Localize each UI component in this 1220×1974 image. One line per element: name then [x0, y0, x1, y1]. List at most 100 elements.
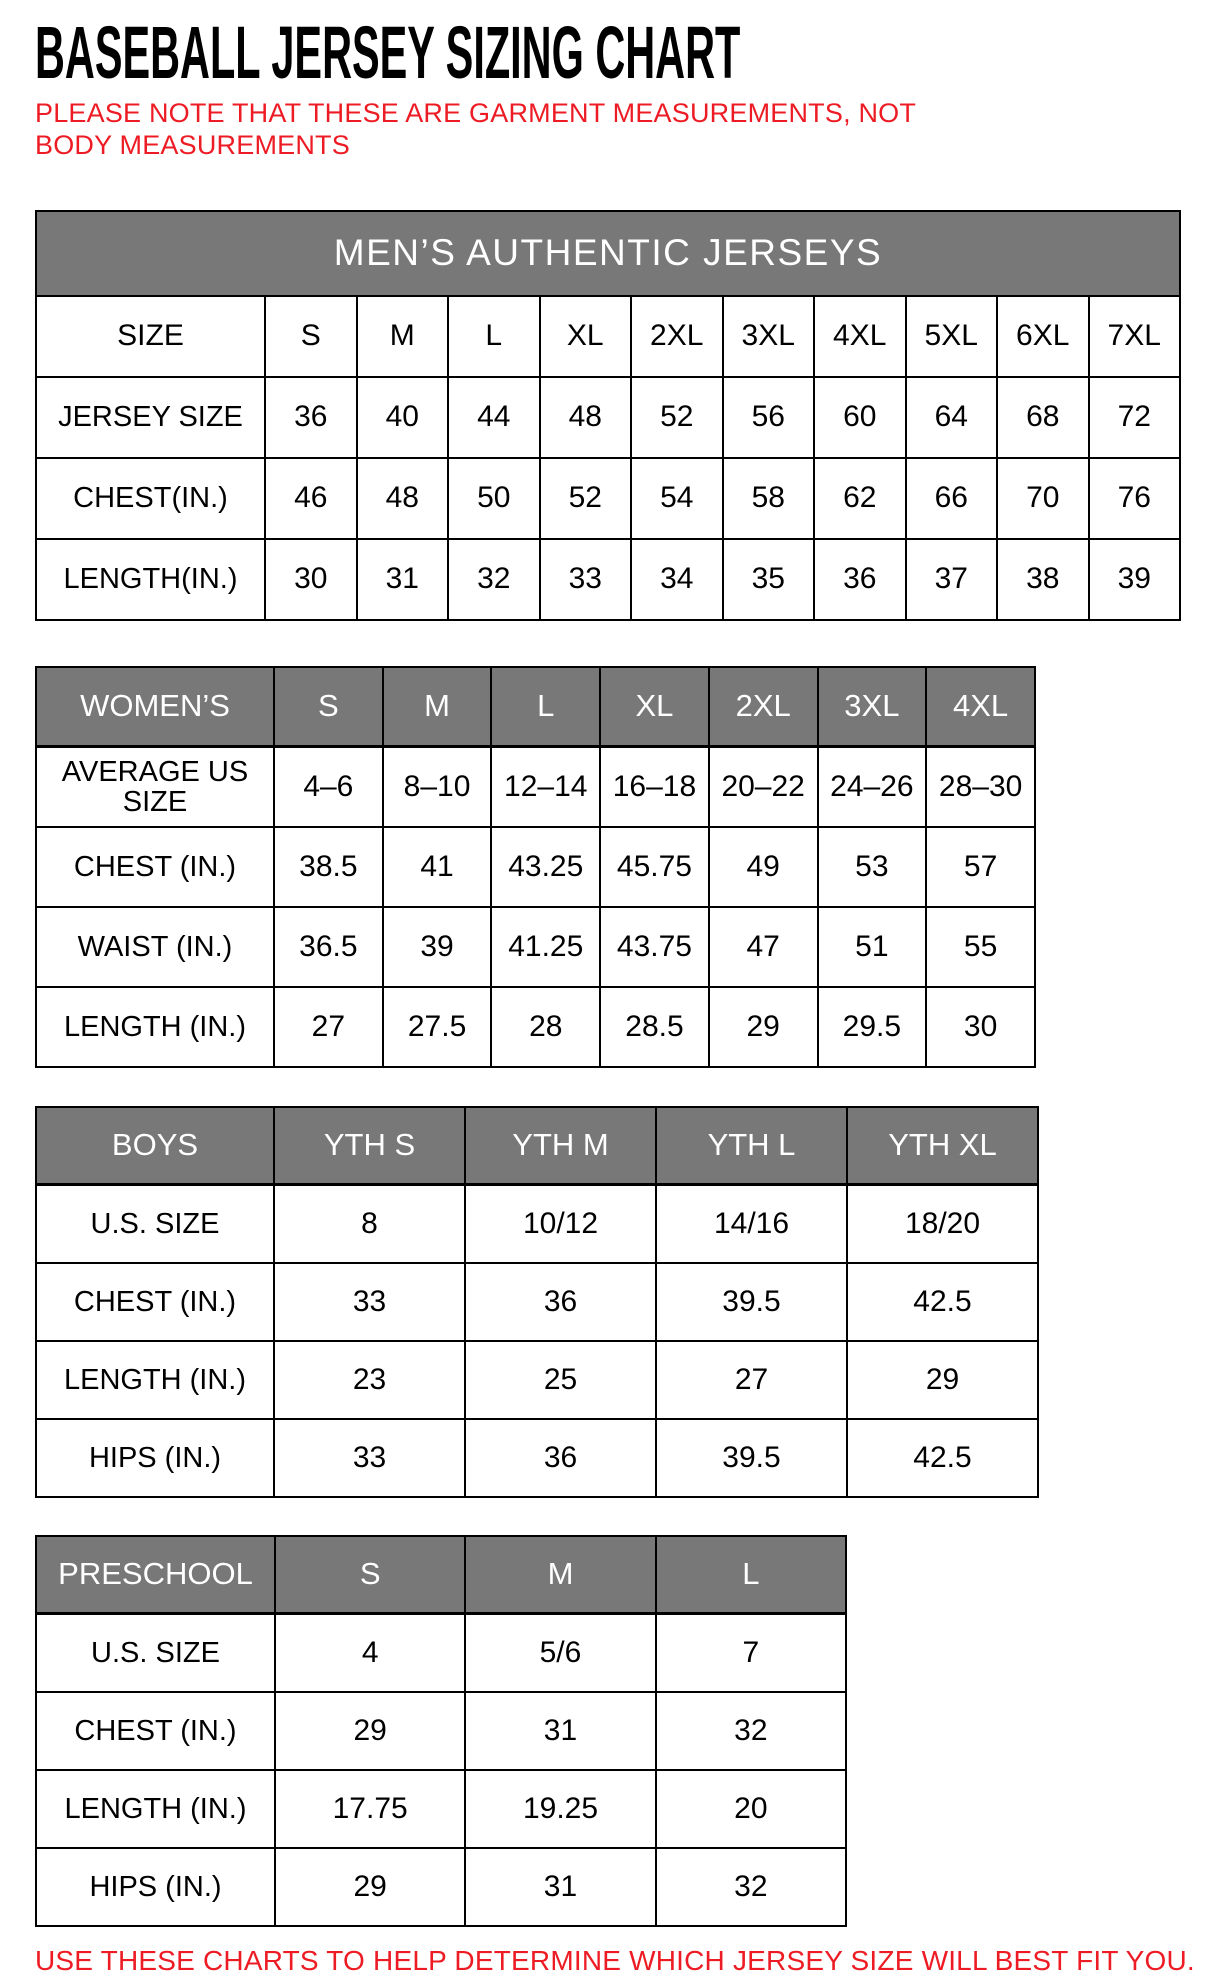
row-label: LENGTH(IN.) [35, 537, 266, 621]
table-row: JERSEY SIZE 36 40 44 48 52 56 60 64 68 72 [35, 375, 1181, 459]
womens-sizing-table: WOMEN’S S M L XL 2XL 3XL 4XL AVERAGE US SIZE 4–6 8… [35, 665, 1036, 1068]
table-cell: 29 [707, 985, 819, 1068]
table-cell: 27 [273, 985, 384, 1068]
column-header: M [464, 1534, 657, 1616]
column-header: 2XL [707, 665, 819, 749]
table-cell: 58 [721, 456, 815, 540]
table-cell: 34 [630, 537, 724, 621]
page-title-text: BASEBALL JERSEY SIZING CHART [35, 11, 741, 94]
column-header: 3XL [816, 665, 928, 749]
row-label: U.S. SIZE [35, 1183, 275, 1264]
table-cell: 57 [925, 825, 1036, 908]
table-cell: 72 [1087, 375, 1181, 459]
table-cell: 48 [538, 375, 632, 459]
table-cell: 66 [904, 456, 998, 540]
table-cell: 17.75 [273, 1768, 467, 1849]
table-cell: 33 [273, 1261, 466, 1342]
table-cell: 29.5 [816, 985, 928, 1068]
table-cell: 52 [630, 375, 724, 459]
column-header: 2XL [630, 294, 724, 378]
table-row: HIPS (IN.) 33 36 39.5 42.5 [35, 1417, 1039, 1498]
table-row: LENGTH (IN.) 17.75 19.25 20 [35, 1768, 848, 1849]
table-cell: 43.25 [490, 825, 602, 908]
table-cell: 30 [264, 537, 358, 621]
table-cell: 8–10 [381, 745, 493, 828]
mens-sizing-table: MEN’S AUTHENTIC JERSEYS SIZE S M L XL 2XL 3XL 4X… [35, 209, 1181, 621]
table-cell: 5/6 [464, 1612, 657, 1693]
table-cell: 39 [381, 905, 493, 988]
row-label: WAIST (IN.) [35, 905, 275, 988]
row-label: CHEST (IN.) [35, 825, 275, 908]
table-cell: 23 [273, 1339, 466, 1420]
table-cell: 36.5 [273, 905, 384, 988]
table-cell: 49 [707, 825, 819, 908]
row-label: AVERAGE US SIZE [35, 745, 275, 828]
row-label: U.S. SIZE [35, 1612, 276, 1693]
table-cell: 31 [355, 537, 449, 621]
table-header-row: BOYS YTH S YTH M YTH L YTH XL [35, 1105, 1039, 1187]
table-cell: 20 [654, 1768, 848, 1849]
table-cell: 36 [464, 1417, 657, 1498]
row-label: CHEST (IN.) [35, 1261, 275, 1342]
column-header: 5XL [904, 294, 998, 378]
table-cell: 19.25 [464, 1768, 657, 1849]
column-header: 4XL [813, 294, 907, 378]
table-cell: 76 [1087, 456, 1181, 540]
table-cell: 36 [813, 537, 907, 621]
column-header: L [490, 665, 602, 749]
row-label: HIPS (IN.) [35, 1846, 276, 1927]
table-cell: 70 [996, 456, 1090, 540]
table-cell: 24–26 [816, 745, 928, 828]
column-header: 3XL [721, 294, 815, 378]
table-row: LENGTH (IN.) 27 27.5 28 28.5 29 29.5 30 [35, 985, 1036, 1068]
table-row: CHEST(IN.) 46 48 50 52 54 58 62 66 70 76 [35, 456, 1181, 540]
table-cell: 32 [654, 1846, 848, 1927]
table-cell: 18/20 [846, 1183, 1039, 1264]
table-cell: 33 [538, 537, 632, 621]
table-cell: 44 [447, 375, 541, 459]
table-cell: 42.5 [846, 1417, 1039, 1498]
column-header: M [381, 665, 493, 749]
column-header: YTH M [464, 1105, 657, 1187]
table-header-row: PRESCHOOL S M L [35, 1534, 848, 1616]
preschool-sizing-table: PRESCHOOL S M L U.S. SIZE 4 5/6 7 CHEST (IN.) 29 3… [35, 1534, 848, 1927]
table-cell: 28–30 [925, 745, 1036, 828]
column-header: S [264, 294, 358, 378]
table-cell: 4–6 [273, 745, 384, 828]
table-cell: 32 [654, 1690, 848, 1771]
column-header: SIZE [35, 294, 266, 378]
table-cell: 53 [816, 825, 928, 908]
table-cell: 4 [273, 1612, 467, 1693]
table-cell: 36 [464, 1261, 657, 1342]
column-header: YTH S [273, 1105, 466, 1187]
garment-measurement-note: PLEASE NOTE THAT THESE ARE GARMENT MEASU… [35, 98, 916, 160]
table-cell: 55 [925, 905, 1036, 988]
table-cell: 14/16 [655, 1183, 848, 1264]
table-cell: 29 [273, 1846, 467, 1927]
table-cell: 28.5 [599, 985, 710, 1068]
row-label: LENGTH (IN.) [35, 1768, 276, 1849]
table-cell: 68 [996, 375, 1090, 459]
table-header-row: SIZE S M L XL 2XL 3XL 4XL 5XL 6XL 7XL [35, 294, 1181, 378]
table-cell: 37 [904, 537, 998, 621]
row-label: CHEST (IN.) [35, 1690, 276, 1771]
column-header: L [447, 294, 541, 378]
table-cell: 51 [816, 905, 928, 988]
table-cell: 62 [813, 456, 907, 540]
table-row: AVERAGE US SIZE 4–6 8–10 12–14 16–18 20–22 24–… [35, 745, 1036, 828]
column-header: YTH L [655, 1105, 848, 1187]
table-cell: 64 [904, 375, 998, 459]
row-label: JERSEY SIZE [35, 375, 266, 459]
table-row: CHEST (IN.) 33 36 39.5 42.5 [35, 1261, 1039, 1342]
table-cell: 56 [721, 375, 815, 459]
table-cell: 35 [721, 537, 815, 621]
column-header: 7XL [1087, 294, 1181, 378]
table-cell: 30 [925, 985, 1036, 1068]
table-cell: 46 [264, 456, 358, 540]
table-cell: 39.5 [655, 1261, 848, 1342]
boys-sizing-table: BOYS YTH S YTH M YTH L YTH XL U.S. SIZE 8 10/12… [35, 1105, 1039, 1498]
column-header: M [355, 294, 449, 378]
table-cell: 16–18 [599, 745, 710, 828]
fit-advice-note: USE THESE CHARTS TO HELP DETERMINE WHICH… [35, 1944, 1195, 1974]
